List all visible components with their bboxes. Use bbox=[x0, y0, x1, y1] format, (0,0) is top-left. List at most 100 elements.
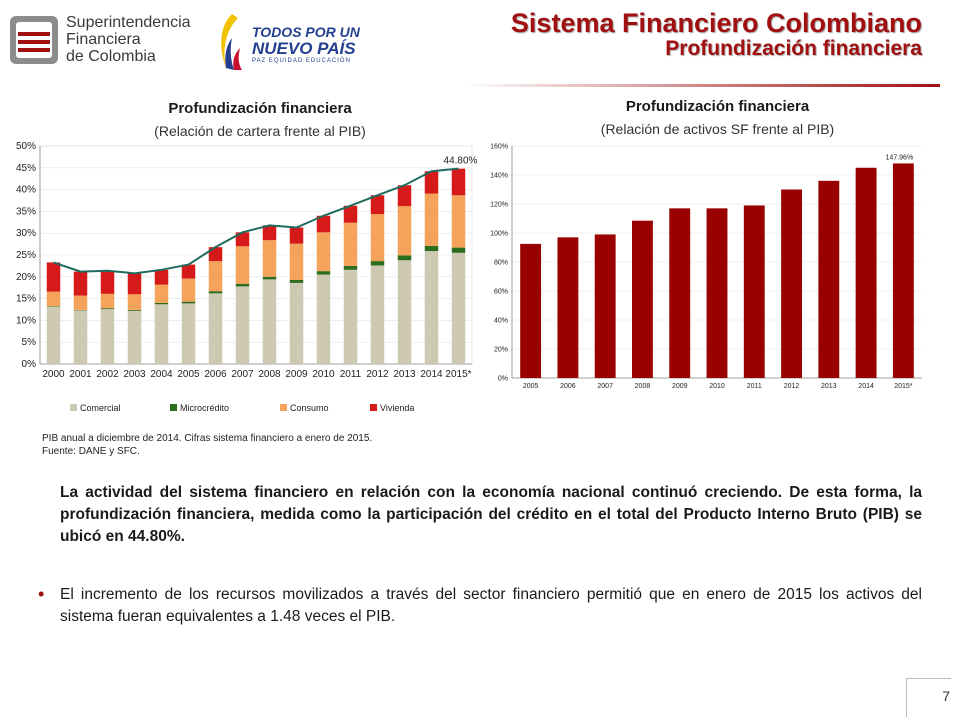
bar-segment-vivienda bbox=[73, 271, 88, 296]
data-label-total: 44.80% bbox=[444, 156, 478, 167]
total-line bbox=[53, 167, 459, 275]
y-tick-label: 80% bbox=[494, 260, 508, 267]
legend-label-consumo: Consumo bbox=[290, 403, 329, 413]
x-tick-label: 2014 bbox=[858, 383, 874, 390]
x-tick-label: 2006 bbox=[560, 383, 576, 390]
bullet-item: • El incremento de los recursos moviliza… bbox=[38, 584, 922, 628]
y-tick-label: 20% bbox=[16, 272, 36, 283]
bar-segment-consumo bbox=[262, 240, 277, 277]
bar bbox=[557, 237, 579, 378]
bar-segment-vivienda bbox=[181, 264, 196, 279]
x-tick-label: 2008 bbox=[258, 369, 281, 380]
bullet-marker: • bbox=[38, 584, 45, 604]
gov-logo-line-1: TODOS POR UN bbox=[252, 24, 360, 40]
bar-segment-vivienda bbox=[100, 270, 115, 294]
legend-label-microcrédito: Microcrédito bbox=[180, 403, 229, 413]
bar-segment-microcrédito bbox=[235, 283, 250, 287]
bar-segment-consumo bbox=[289, 243, 304, 280]
data-label-value: 147.96% bbox=[886, 154, 914, 161]
gov-logo-line-2: NUEVO PAÍS bbox=[252, 39, 356, 58]
legend-label-comercial: Comercial bbox=[80, 403, 121, 413]
bar-segment-comercial bbox=[262, 279, 277, 364]
y-tick-label: 35% bbox=[16, 206, 36, 217]
bar-segment-comercial bbox=[73, 310, 88, 364]
bar-segment-comercial bbox=[343, 269, 358, 364]
chart-left-title-block: Profundización financiera (Relación de c… bbox=[40, 98, 480, 142]
bar-segment-vivienda bbox=[424, 171, 439, 194]
bar bbox=[594, 234, 616, 378]
bar-segment-comercial bbox=[397, 260, 412, 364]
page-number: 7 bbox=[942, 688, 950, 704]
legend-swatch-microcrédito bbox=[170, 404, 177, 411]
y-tick-label: 0% bbox=[22, 359, 37, 370]
bar-segment-vivienda bbox=[262, 225, 277, 241]
bar-segment-comercial bbox=[424, 251, 439, 364]
chart-right-title-block: Profundización financiera (Relación de a… bbox=[495, 96, 940, 140]
bar bbox=[781, 189, 802, 378]
x-tick-label: 2010 bbox=[312, 369, 335, 380]
header-divider bbox=[460, 84, 940, 87]
x-tick-label: 2009 bbox=[285, 369, 308, 380]
x-tick-label: 2009 bbox=[672, 383, 688, 390]
bar-segment-comercial bbox=[316, 274, 331, 364]
x-tick-label: 2002 bbox=[96, 369, 119, 380]
sfc-logo-line-2: Financiera bbox=[66, 31, 141, 48]
bar-segment-microcrédito bbox=[262, 276, 277, 280]
x-tick-label: 2013 bbox=[821, 383, 837, 390]
x-tick-label: 2000 bbox=[42, 369, 65, 380]
sfc-logo-line-3: de Colombia bbox=[66, 48, 156, 65]
chart-left-cartera-pib: 0% 5% 10% 15% 20% 25% 30% 35% 40% 45% 50% 2000 2001 2… bbox=[16, 141, 478, 413]
chart-left-subtitle: (Relación de cartera frente al PIB) bbox=[154, 123, 366, 139]
bar-segment-vivienda bbox=[316, 215, 331, 233]
y-tick-label: 120% bbox=[490, 202, 508, 209]
bar-segment-vivienda bbox=[289, 227, 304, 244]
y-tick-label: 50% bbox=[16, 141, 36, 152]
bar-segment-microcrédito bbox=[370, 261, 385, 266]
bar-segment-microcrédito bbox=[127, 309, 142, 311]
bar bbox=[818, 180, 840, 378]
sfc-emblem-icon bbox=[10, 16, 58, 64]
bar-segment-comercial bbox=[127, 310, 142, 364]
x-tick-label: 2014 bbox=[420, 369, 443, 380]
x-tick-label: 2011 bbox=[747, 383, 762, 390]
government-logo: TODOS POR UN NUEVO PAÍS PAZ EQUIDAD EDUC… bbox=[212, 10, 382, 74]
bar bbox=[520, 243, 542, 378]
y-tick-label: 15% bbox=[16, 294, 36, 305]
x-tick-label: 2015* bbox=[894, 383, 913, 390]
page-number-frame bbox=[906, 678, 951, 717]
bar-segment-consumo bbox=[316, 232, 331, 272]
x-tick-label: 2003 bbox=[123, 369, 146, 380]
legend-swatch-vivienda bbox=[370, 404, 377, 411]
bar-segment-vivienda bbox=[46, 262, 61, 292]
colombia-flag-swoosh-icon bbox=[221, 14, 242, 70]
x-tick-label: 2004 bbox=[150, 369, 173, 380]
bar-segment-microcrédito bbox=[424, 245, 439, 252]
sfc-logo: Superintendencia Financiera de Colombia bbox=[8, 14, 198, 70]
bar-segment-vivienda bbox=[235, 232, 250, 247]
chart-right-activos-pib: 0% 20% 40% 60% 80% 100% 120% 140% 160% 2005 2006 20… bbox=[490, 144, 922, 390]
bar-segment-consumo bbox=[208, 261, 223, 292]
x-tick-label: 2012 bbox=[784, 383, 800, 390]
y-tick-label: 30% bbox=[16, 228, 36, 239]
x-tick-label: 2006 bbox=[204, 369, 227, 380]
x-tick-label: 2007 bbox=[231, 369, 254, 380]
bar-segment-comercial bbox=[289, 282, 304, 364]
chart-notes: PIB anual a diciembre de 2014. Cifras si… bbox=[42, 432, 372, 458]
bar-segment-microcrédito bbox=[451, 247, 466, 253]
legend-swatch-consumo bbox=[280, 404, 287, 411]
x-tick-label: 2007 bbox=[597, 383, 613, 390]
chart-right-title: Profundización financiera bbox=[625, 98, 810, 115]
bar-segment-vivienda bbox=[154, 269, 169, 285]
bar-segment-vivienda bbox=[370, 195, 385, 215]
summary-paragraph: La actividad del sistema financiero en r… bbox=[60, 484, 922, 545]
bar-segment-consumo bbox=[154, 284, 169, 303]
bar-segment-vivienda bbox=[343, 205, 358, 223]
sfc-logo-line-1: Superintendencia bbox=[66, 14, 191, 31]
x-tick-label: 2011 bbox=[340, 369, 362, 380]
bar-segment-comercial bbox=[370, 265, 385, 364]
bar bbox=[855, 167, 877, 378]
bar-segment-microcrédito bbox=[343, 265, 358, 270]
slide-subtitle: Profundización financiera bbox=[665, 37, 922, 60]
bar-segment-microcrédito bbox=[181, 301, 196, 304]
bar-segment-microcrédito bbox=[100, 308, 115, 310]
